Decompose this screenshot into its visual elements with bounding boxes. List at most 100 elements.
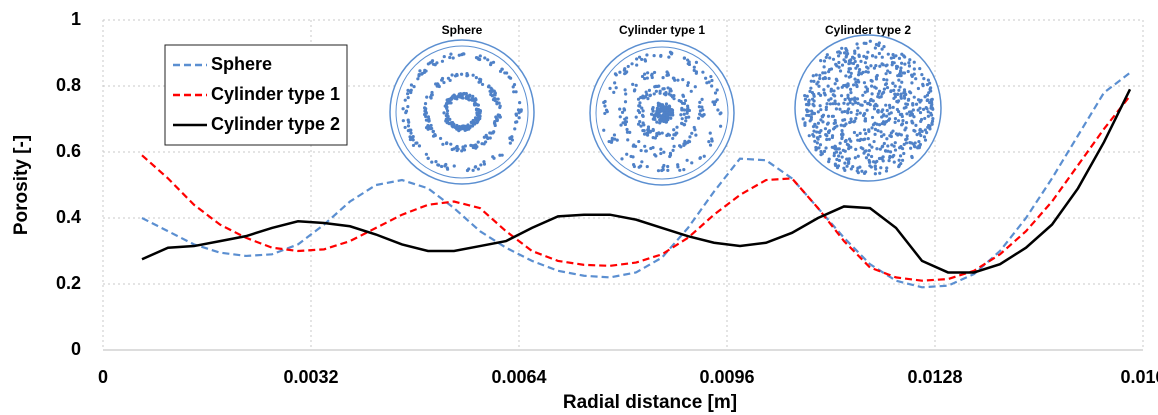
inset-dot — [842, 118, 847, 122]
inset-dot — [449, 142, 453, 146]
inset-dot — [884, 169, 889, 173]
inset-dot — [927, 91, 931, 95]
inset-dot — [495, 102, 499, 106]
inset-dot — [891, 81, 895, 85]
inset-dot — [646, 97, 650, 101]
inset-dot — [801, 117, 805, 121]
legend-label: Sphere — [211, 54, 272, 74]
inset-dot — [853, 51, 857, 55]
inset-dot — [864, 56, 869, 60]
inset-dot — [902, 91, 906, 95]
inset-dot — [664, 120, 668, 124]
inset-dot — [816, 137, 820, 141]
inset-dot — [895, 107, 900, 112]
inset-dot — [843, 109, 847, 114]
inset-dot — [904, 137, 908, 142]
legend-label: Cylinder type 1 — [211, 84, 340, 104]
inset-dot — [474, 76, 478, 80]
inset-dot — [896, 119, 901, 123]
inset-dot — [849, 120, 853, 124]
inset-dot — [867, 101, 871, 105]
inset-dot — [637, 165, 641, 169]
inset-dot — [881, 144, 885, 148]
inset-dot — [831, 57, 836, 61]
inset-dot — [672, 93, 676, 98]
inset-dot — [840, 63, 845, 67]
inset-dot — [451, 56, 455, 60]
inset-dot — [453, 125, 457, 129]
inset-dot — [821, 120, 825, 124]
inset-dot — [630, 62, 634, 66]
inset-dot — [625, 127, 629, 132]
inset-dot — [623, 88, 627, 92]
inset-dot — [640, 160, 644, 164]
inset-dot — [511, 85, 515, 89]
inset-dot — [444, 119, 448, 123]
inset-dot — [637, 139, 641, 144]
inset-dot — [826, 114, 831, 118]
inset-dot — [825, 134, 829, 138]
inset-dot — [803, 122, 807, 126]
inset-dot — [925, 93, 930, 97]
inset-dot — [678, 168, 682, 172]
inset-dot — [859, 59, 863, 63]
inset-dot — [823, 71, 827, 75]
inset-dot — [665, 113, 669, 117]
inset-dot — [687, 115, 691, 119]
inset-dot — [901, 119, 905, 123]
inset-dot — [482, 162, 487, 166]
inset-dot — [868, 98, 873, 103]
inset-dot — [489, 86, 493, 90]
inset-dot — [871, 99, 875, 103]
inset-dot — [433, 63, 437, 67]
inset-dot — [889, 89, 893, 94]
inset-dot — [868, 164, 872, 168]
inset-dot — [903, 55, 907, 59]
inset-dot — [912, 60, 916, 64]
inset-dot — [623, 72, 627, 76]
inset-dot — [635, 63, 639, 67]
inset-dot — [892, 55, 896, 60]
inset-dot — [651, 117, 655, 121]
inset-dot — [851, 102, 855, 106]
inset-dot — [885, 85, 890, 90]
inset-dot — [843, 97, 847, 102]
inset-dot — [603, 111, 607, 116]
inset-dot — [650, 107, 655, 111]
inset-dot — [892, 88, 896, 92]
inset-dot — [844, 48, 848, 52]
inset-dot — [893, 84, 897, 88]
inset-dot — [658, 89, 662, 93]
inset-dot — [497, 114, 501, 118]
inset-dot — [429, 127, 433, 131]
inset-dot — [822, 59, 827, 63]
inset-dot — [892, 160, 896, 164]
inset-dot — [697, 105, 701, 109]
inset-dot — [638, 119, 642, 124]
inset-dot — [882, 77, 886, 82]
inset-dot — [912, 67, 916, 71]
inset-dot — [445, 166, 449, 170]
inset-dot — [694, 70, 699, 74]
inset-dot — [837, 154, 841, 158]
inset-dot — [467, 124, 471, 129]
inset-dot — [425, 95, 429, 99]
inset-dot — [660, 168, 664, 173]
inset-dot — [450, 73, 454, 77]
inset-dot — [843, 168, 847, 172]
y-tick-label: 0.6 — [56, 141, 81, 161]
x-tick-label: 0 — [98, 367, 108, 387]
inset-dot — [470, 98, 474, 102]
inset-dot — [406, 104, 410, 109]
x-tick-label: 0.0064 — [491, 367, 546, 387]
inset-dot — [680, 106, 684, 110]
inset-dot — [878, 64, 882, 68]
inset-dot — [888, 106, 892, 110]
inset-dot — [484, 140, 488, 144]
inset-dot — [916, 86, 921, 91]
inset-dot — [812, 134, 816, 138]
inset-dot — [670, 111, 675, 116]
inset-dot — [416, 77, 420, 81]
inset-dot — [460, 149, 464, 153]
inset-dot — [852, 130, 857, 135]
